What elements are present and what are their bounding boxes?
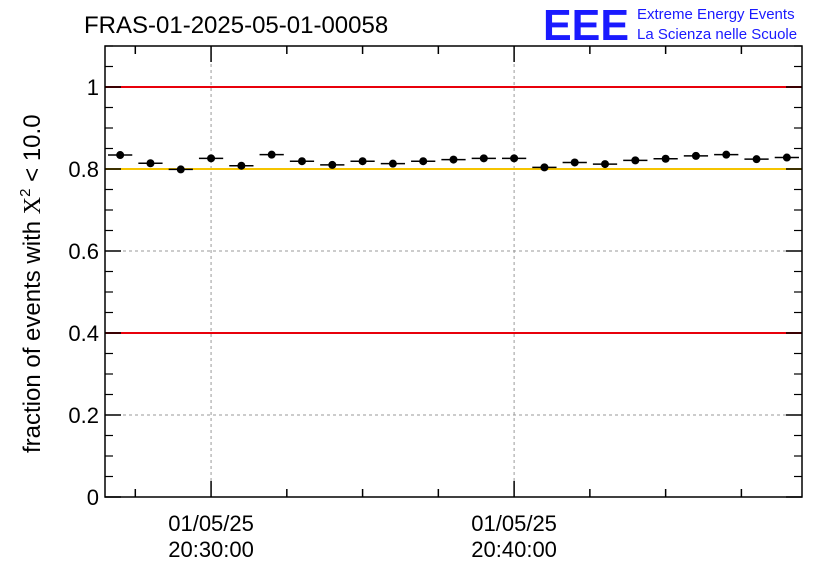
data-point (207, 154, 216, 163)
data-point (176, 165, 185, 174)
y-tick-label: 0 (87, 485, 99, 510)
data-point (388, 159, 397, 168)
grid-lines (105, 46, 802, 497)
data-point (540, 163, 549, 172)
data-point (267, 150, 276, 159)
data-point (661, 154, 670, 163)
data-point (116, 151, 125, 160)
plot-frame (104, 45, 803, 498)
eee-logo: EEE Extreme Energy Events La Scienza nel… (543, 1, 797, 50)
x-tick-label-time: 20:30:00 (168, 537, 254, 562)
eee-logo-line1: Extreme Energy Events (637, 6, 795, 23)
y-axis-label: fraction of events with X2 < 10.0 (9, 114, 46, 453)
data-point (449, 155, 458, 164)
data-point (752, 155, 761, 164)
y-tick-label: 0.8 (68, 157, 99, 182)
data-point (691, 151, 700, 160)
data-point (146, 159, 155, 168)
x-tick-label-date: 01/05/25 (471, 511, 557, 536)
axes: 00.20.40.60.8101/05/2520:30:0001/05/2520… (68, 45, 802, 562)
data-points (108, 150, 799, 174)
data-point (631, 156, 640, 165)
data-point (722, 150, 731, 159)
eee-logo-mark: EEE (543, 1, 629, 50)
y-tick-label: 1 (87, 75, 99, 100)
data-point (419, 157, 428, 166)
data-point (328, 160, 337, 169)
eee-logo-line2: La Scienza nelle Scuole (637, 26, 797, 43)
x-tick-label-date: 01/05/25 (168, 511, 254, 536)
chart-title: FRAS-01-2025-05-01-00058 (84, 12, 388, 39)
data-point (782, 153, 791, 162)
threshold-lines (105, 86, 802, 334)
y-tick-label: 0.2 (68, 403, 99, 428)
data-point (479, 154, 488, 163)
data-point (358, 157, 367, 166)
data-point (237, 161, 246, 170)
data-point (297, 157, 306, 166)
data-point (570, 158, 579, 167)
data-point (601, 160, 610, 169)
y-tick-label: 0.4 (68, 321, 99, 346)
y-tick-label: 0.6 (68, 239, 99, 264)
x-tick-label-time: 20:40:00 (471, 537, 557, 562)
data-point (510, 154, 519, 163)
